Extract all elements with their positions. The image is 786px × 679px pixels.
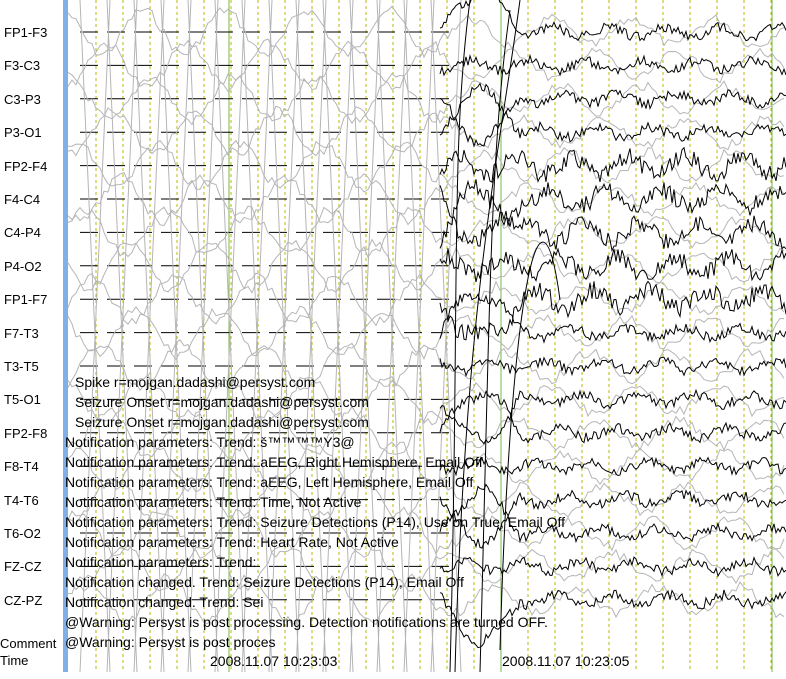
ghost-sweep (160, 0, 192, 673)
ghost-sweep (106, 0, 138, 673)
channel-label: FP2-F8 (4, 425, 48, 441)
ghost-trace (67, 541, 785, 593)
channel-label: CZ-PZ (4, 592, 43, 608)
channel-label: T3-T5 (4, 359, 39, 374)
channel-label: F4-C4 (4, 192, 41, 207)
annotation-line: Notification changed. Trend: Sei (65, 594, 264, 610)
ghost-sweep (79, 0, 111, 673)
ghost-sweep (322, 0, 354, 673)
ghost-trace (67, 71, 785, 126)
ghost-trace (67, 339, 785, 392)
annotation-line: Notification parameters: Trend: aEEG, Le… (65, 474, 474, 490)
channel-label: T5-O1 (4, 392, 41, 408)
ghost-sweep (376, 0, 408, 673)
artifact-trace (479, 9, 511, 673)
channel-label: P3-O1 (4, 125, 42, 141)
annotation-line: @Warning: Persyst is post processing. De… (65, 614, 548, 630)
eeg-trace (439, 280, 786, 341)
eeg-trace (439, 53, 786, 77)
ghost-sweep (241, 0, 273, 673)
annotation-line: @Warning: Persyst is post proces (65, 634, 276, 650)
eeg-trace (439, 179, 786, 253)
channel-label: T4-T6 (4, 492, 39, 508)
channel-label: F8-T4 (4, 459, 39, 475)
eeg-trace (439, 146, 786, 183)
ghost-trace (67, 506, 785, 559)
channel-label: P4-O2 (4, 258, 42, 274)
eeg-trace (439, 388, 786, 445)
ghost-trace (67, 5, 785, 59)
eeg-trace (439, 82, 786, 143)
channel-label: F7-T3 (4, 325, 39, 341)
annotation-line: Seizure Onset r=mojgan.dadashi@persyst.c… (75, 394, 369, 410)
ghost-sweep (268, 0, 300, 673)
ghost-trace (67, 171, 785, 227)
ghost-sweep (430, 0, 462, 673)
channel-label: FP1-F7 (4, 292, 48, 308)
eeg-trace (439, 247, 786, 283)
timestamp-1: 2008.11.07 10:23:03 (210, 653, 338, 669)
eeg-trace (439, 456, 786, 477)
eeg-trace (439, 489, 786, 549)
annotation-line: Notification parameters: Trend: Seizure … (65, 514, 566, 530)
eeg-trace (439, 356, 786, 378)
artifact-trace (454, 0, 521, 673)
ghost-sweep (295, 0, 327, 673)
annotation-line: Seizure Onset r=mojgan.dadashi@persyst.c… (75, 414, 369, 430)
eeg-trace (439, 182, 786, 247)
timestamp-2: 2008.11.07 10:23:05 (502, 653, 630, 669)
channel-label: FZ-CZ (4, 559, 42, 575)
ghost-sweep (403, 0, 435, 673)
eeg-trace (439, 483, 786, 544)
ghost-trace (67, 573, 785, 626)
channel-label: FP2-F4 (4, 158, 48, 174)
left-margin-bar (63, 0, 68, 672)
comment-row-label: Comment (0, 636, 57, 651)
annotation-line: Notification parameters: Trend: (65, 554, 257, 570)
annotation-line: Notification parameters: Trend: Heart Ra… (65, 534, 399, 550)
annotation-line: Spike r=mojgan.dadashi@persyst.com (75, 374, 316, 390)
ghost-sweep (133, 0, 165, 673)
eeg-trace (439, 556, 786, 578)
channel-label: FP1-F3 (4, 25, 48, 40)
eeg-trace (439, 390, 786, 444)
eeg-trace (439, 292, 786, 344)
annotation-line: Notification parameters: Trend: aEEG, Ri… (65, 454, 483, 470)
channel-label: F3-C3 (4, 58, 41, 74)
artifact-trace (499, 241, 561, 651)
ghost-trace (67, 440, 785, 493)
channel-label: C4-P4 (4, 225, 41, 241)
artifact-trace (449, 0, 471, 673)
ghost-trace (67, 373, 785, 427)
ghost-trace (67, 272, 785, 327)
ghost-sweep (214, 0, 246, 673)
channel-label: T6-O2 (4, 526, 41, 541)
annotation-line: Notification parameters: Trend: Time, No… (65, 494, 362, 510)
annotation-line: Notification parameters: Trend: š™™™™Y3@ (65, 434, 355, 450)
time-row-label: Time (0, 653, 29, 668)
ghost-sweep (349, 0, 381, 673)
ghost-trace (67, 205, 785, 259)
ghost-sweep (187, 0, 219, 673)
ghost-trace (67, 405, 785, 460)
eeg-trace (439, 589, 786, 649)
ghost-trace (67, 105, 785, 157)
ghost-trace (67, 238, 785, 294)
channel-label: C3-P3 (4, 91, 41, 107)
eeg-trace (439, 0, 786, 42)
ghost-trace (67, 38, 785, 93)
annotation-line: Notification changed. Trend: Seizure Det… (65, 574, 464, 590)
ghost-trace (67, 305, 785, 361)
